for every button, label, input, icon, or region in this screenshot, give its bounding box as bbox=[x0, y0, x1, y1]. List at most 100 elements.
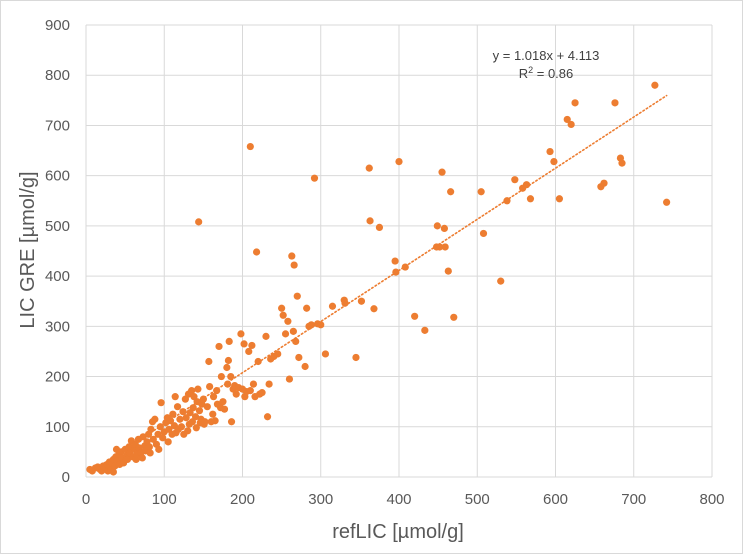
data-point bbox=[321, 350, 330, 358]
data-point bbox=[217, 372, 225, 381]
data-point bbox=[209, 393, 218, 401]
data-point bbox=[441, 243, 449, 251]
trendline-group bbox=[93, 94, 668, 471]
data-point bbox=[447, 188, 455, 196]
data-point bbox=[401, 263, 409, 271]
data-point bbox=[265, 380, 273, 388]
x-axis-title: refLIC [µmol/g] bbox=[332, 521, 464, 543]
data-point bbox=[182, 414, 190, 422]
data-point bbox=[274, 350, 282, 358]
data-point bbox=[262, 332, 270, 340]
r2-superscript: 2 bbox=[528, 65, 533, 75]
data-point bbox=[444, 267, 452, 275]
data-point bbox=[147, 425, 155, 433]
data-point bbox=[278, 304, 286, 312]
x-tick-label: 200 bbox=[230, 491, 255, 508]
data-point bbox=[522, 181, 531, 189]
y-tick-label: 500 bbox=[45, 218, 70, 235]
x-tick-label: 300 bbox=[308, 491, 333, 508]
data-point bbox=[237, 330, 245, 338]
data-point bbox=[651, 81, 659, 89]
data-point bbox=[157, 399, 165, 407]
data-point bbox=[436, 243, 444, 251]
y-tick-label: 200 bbox=[45, 369, 70, 386]
data-point bbox=[159, 434, 167, 442]
trendline-r-squared: R2 = 0.86 bbox=[519, 65, 574, 81]
data-point bbox=[224, 356, 233, 365]
data-point bbox=[177, 423, 186, 431]
x-axis-ticks: 0 100 200 300 400 500 600 700 800 bbox=[82, 491, 725, 508]
data-point bbox=[289, 327, 297, 335]
data-point bbox=[411, 312, 419, 320]
data-point bbox=[246, 142, 254, 151]
y-axis-title: LIC GRE [µmol/g] bbox=[17, 171, 39, 328]
data-point bbox=[258, 389, 266, 397]
data-point bbox=[139, 433, 147, 441]
data-point bbox=[391, 257, 399, 265]
data-point bbox=[555, 195, 564, 203]
data-point bbox=[227, 418, 236, 426]
data-point bbox=[511, 176, 519, 184]
x-tick-label: 600 bbox=[543, 491, 568, 508]
data-point bbox=[184, 427, 192, 435]
x-tick-label: 400 bbox=[386, 491, 411, 508]
data-point bbox=[225, 337, 233, 345]
data-point bbox=[123, 455, 132, 464]
data-point bbox=[227, 372, 235, 381]
data-point bbox=[215, 342, 223, 351]
data-point bbox=[328, 302, 337, 310]
trendline-equation: y = 1.018x + 4.113 bbox=[493, 48, 600, 63]
data-point bbox=[249, 380, 258, 388]
data-point bbox=[171, 393, 179, 401]
data-point bbox=[395, 158, 403, 166]
data-point bbox=[195, 407, 204, 415]
x-tick-label: 700 bbox=[621, 491, 646, 508]
data-point bbox=[293, 292, 301, 300]
data-point bbox=[307, 321, 315, 329]
data-point bbox=[232, 390, 240, 398]
data-points bbox=[86, 81, 671, 476]
data-point bbox=[189, 404, 197, 412]
data-point bbox=[254, 357, 262, 366]
data-point bbox=[176, 415, 184, 423]
data-point bbox=[166, 417, 175, 425]
data-point bbox=[503, 197, 511, 205]
data-point bbox=[192, 424, 200, 432]
data-point bbox=[220, 405, 229, 413]
data-point bbox=[281, 330, 290, 338]
data-point bbox=[421, 326, 429, 334]
data-point bbox=[618, 159, 626, 167]
data-point bbox=[146, 449, 154, 457]
data-point bbox=[295, 353, 303, 362]
data-point bbox=[497, 277, 505, 285]
data-point bbox=[240, 340, 248, 348]
data-point bbox=[245, 347, 253, 356]
data-point bbox=[125, 443, 133, 451]
data-point bbox=[263, 413, 272, 421]
data-point bbox=[375, 223, 384, 231]
data-point bbox=[219, 398, 227, 406]
data-point bbox=[224, 380, 232, 388]
x-tick-label: 100 bbox=[152, 491, 177, 508]
data-point bbox=[611, 99, 619, 107]
data-point bbox=[151, 415, 159, 423]
data-point bbox=[223, 363, 231, 372]
data-point bbox=[301, 362, 309, 371]
data-point bbox=[246, 387, 254, 395]
data-point bbox=[600, 179, 608, 187]
data-point bbox=[205, 357, 213, 366]
data-point bbox=[352, 353, 360, 362]
y-tick-label: 800 bbox=[45, 67, 70, 84]
data-point bbox=[341, 299, 349, 307]
data-point bbox=[179, 408, 187, 416]
data-point bbox=[357, 297, 366, 305]
data-point bbox=[433, 222, 441, 230]
data-point bbox=[206, 383, 214, 391]
y-axis-ticks: 0 100 200 300 400 500 600 700 800 900 bbox=[45, 17, 70, 486]
data-point bbox=[477, 188, 485, 196]
trendline bbox=[93, 94, 668, 471]
data-point bbox=[366, 217, 374, 225]
data-point bbox=[195, 218, 203, 226]
data-point bbox=[252, 248, 261, 256]
data-point bbox=[285, 375, 294, 383]
